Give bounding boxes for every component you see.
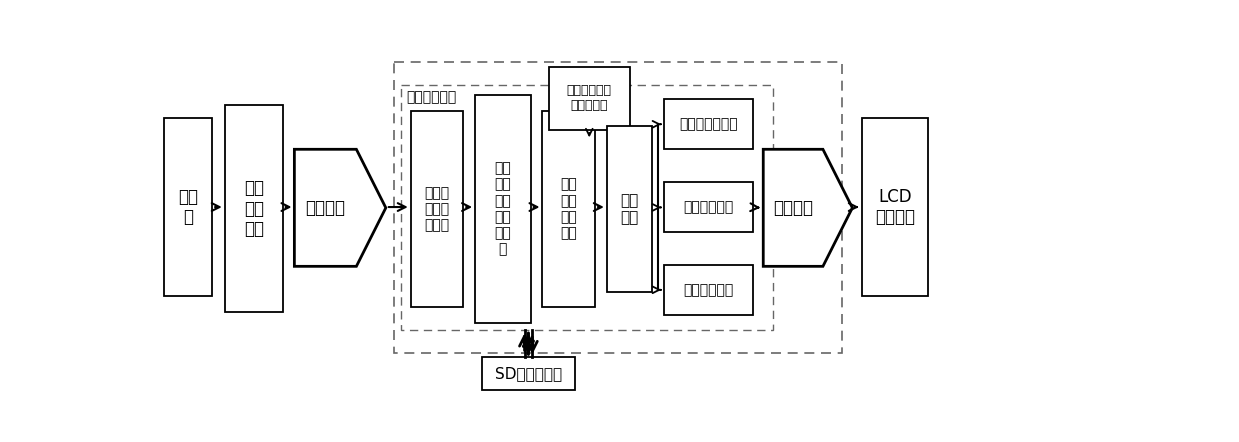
Bar (607, 126, 652, 292)
Bar (475, 95, 530, 323)
Bar (401, 85, 773, 330)
Text: 信号处理模块: 信号处理模块 (406, 90, 457, 104)
Bar (165, 118, 212, 296)
Text: SD卡存储模块: SD卡存储模块 (494, 366, 563, 381)
Text: 是否发生空化: 是否发生空化 (684, 200, 733, 214)
Bar (543, 111, 595, 307)
Text: 对比正常运行
时的参数值: 对比正常运行 时的参数值 (566, 84, 612, 112)
Bar (549, 67, 629, 130)
Text: 检测结果: 检测结果 (773, 199, 813, 217)
Text: 计算
信号
特征
参数: 计算 信号 特征 参数 (560, 178, 577, 240)
Polygon shape (763, 149, 852, 267)
Text: 故障
诊断: 故障 诊断 (620, 193, 638, 225)
Bar (664, 99, 753, 149)
Bar (861, 118, 928, 296)
Text: 信号
采集
模块: 信号 采集 模块 (244, 179, 264, 238)
Bar (664, 265, 753, 315)
Text: 采集数据: 采集数据 (305, 199, 346, 217)
Text: 循环
自相
关函
数切
片分
析: 循环 自相 关函 数切 片分 析 (494, 161, 512, 256)
Bar (410, 111, 463, 307)
Bar (664, 183, 753, 232)
Bar (224, 105, 282, 312)
Bar (394, 62, 841, 353)
Bar (482, 357, 575, 389)
Text: 机封是否损坏: 机封是否损坏 (684, 283, 733, 297)
Text: 离心
泵: 离心 泵 (178, 188, 198, 226)
Text: 计算循
环自相
关函数: 计算循 环自相 关函数 (425, 186, 450, 232)
Text: 是否偏工况运行: 是否偏工况运行 (679, 117, 738, 131)
Polygon shape (295, 149, 385, 267)
Text: LCD
显示模块: LCD 显示模块 (875, 188, 914, 226)
